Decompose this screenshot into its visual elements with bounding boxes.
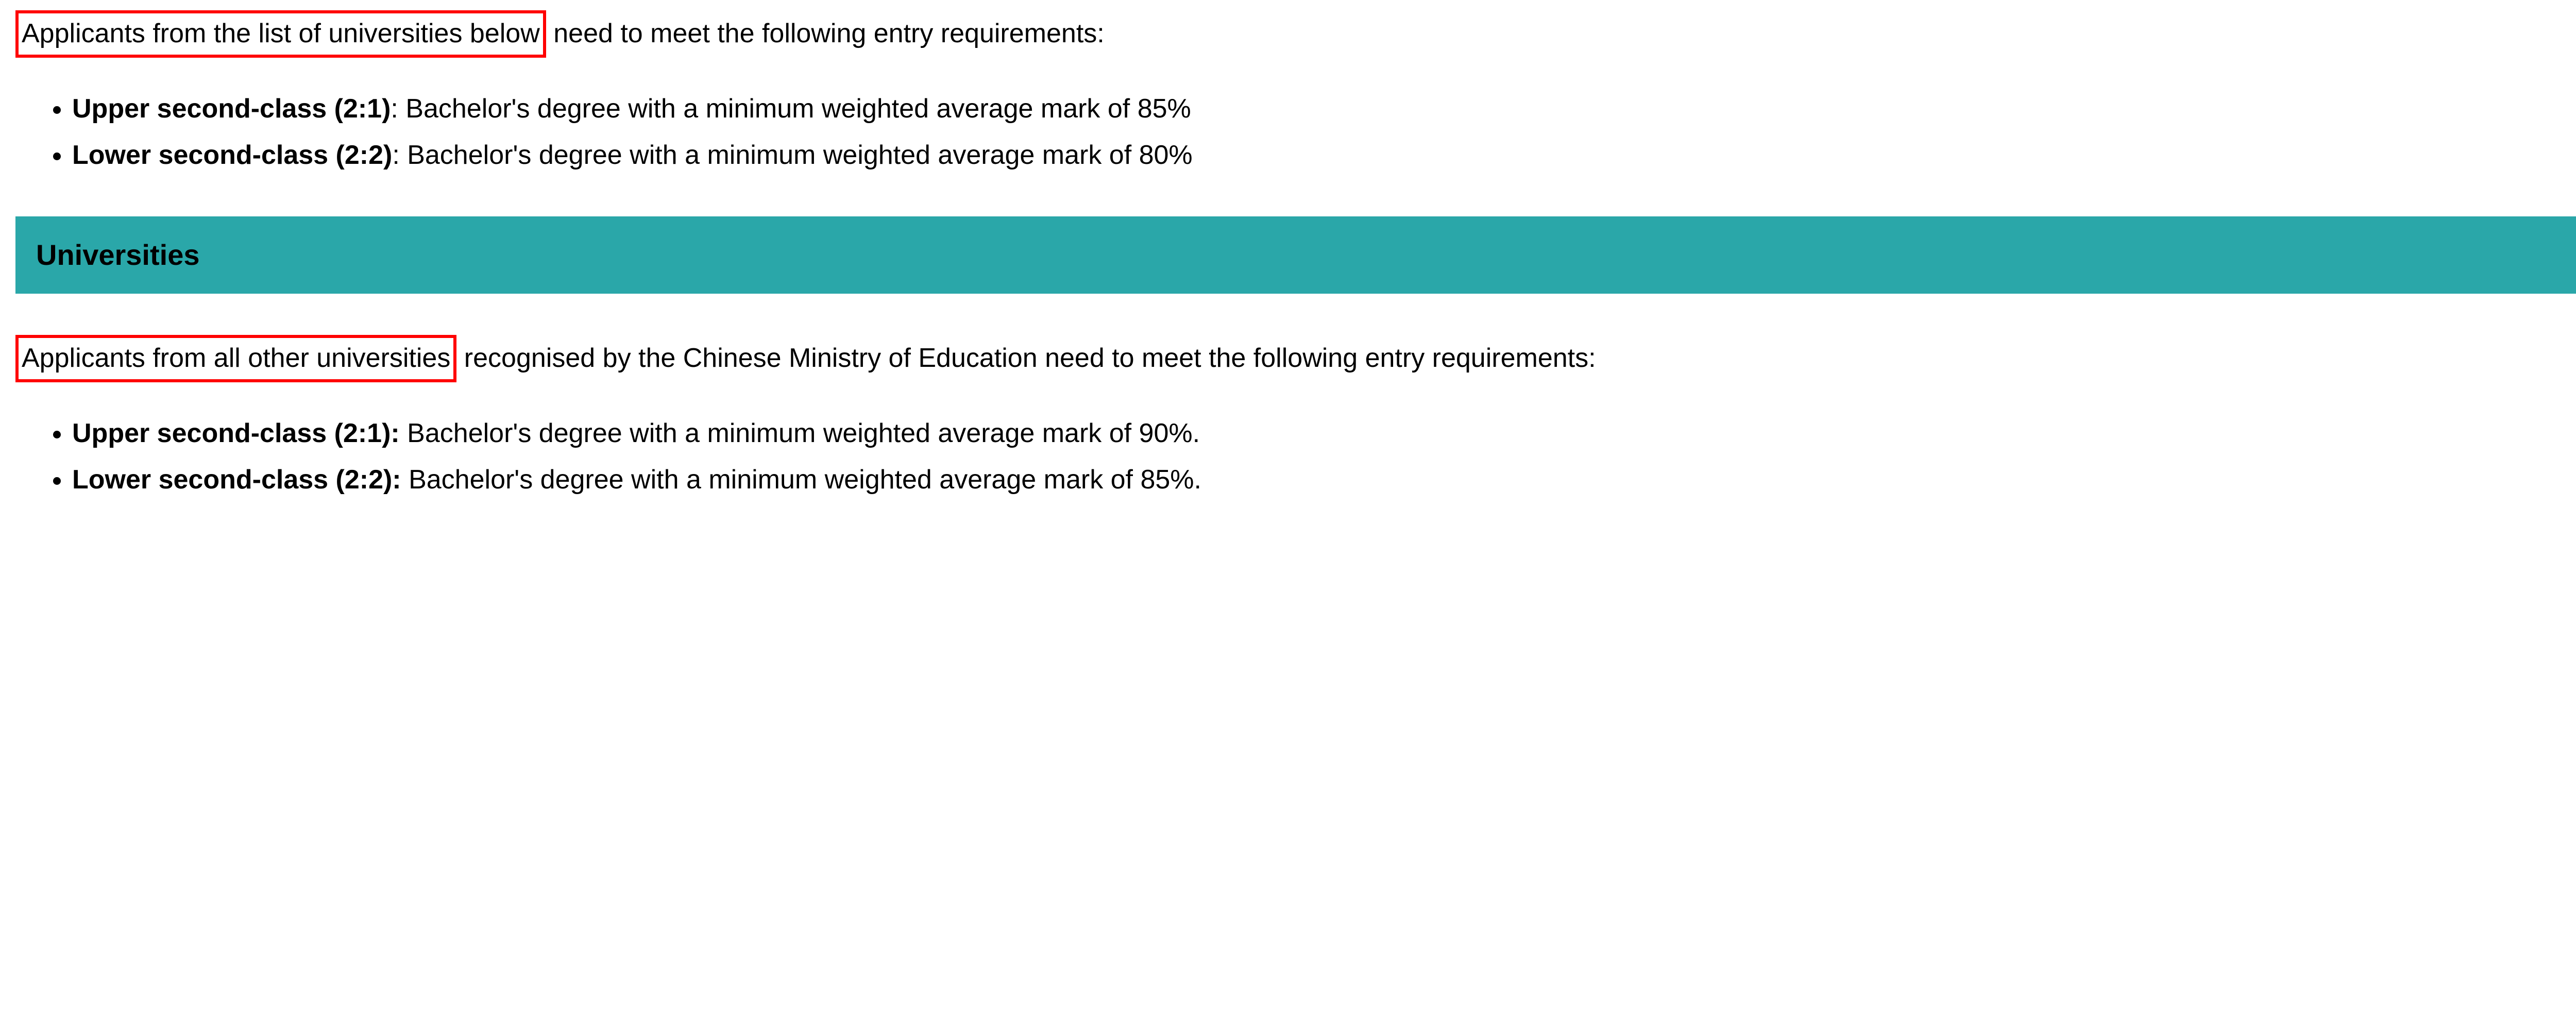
accordion-title: Universities bbox=[36, 233, 200, 277]
requirement-text: Bachelor's degree with a minimum weighte… bbox=[400, 418, 1200, 448]
requirement-label: Upper second-class (2:1): bbox=[72, 418, 400, 448]
list-item: Upper second-class (2:1): Bachelor's deg… bbox=[72, 89, 2576, 129]
section1-requirements-list: Upper second-class (2:1): Bachelor's deg… bbox=[15, 89, 2576, 175]
requirement-label: Upper second-class (2:1) bbox=[72, 94, 391, 124]
requirement-label: Lower second-class (2:2): bbox=[72, 465, 401, 495]
section1-intro-highlight: Applicants from the list of universities… bbox=[15, 10, 546, 58]
requirement-label: Lower second-class (2:2) bbox=[72, 140, 392, 170]
requirement-text: : Bachelor's degree with a minimum weigh… bbox=[391, 94, 1191, 124]
section1-intro-rest: need to meet the following entry require… bbox=[546, 19, 1105, 48]
requirement-text: Bachelor's degree with a minimum weighte… bbox=[401, 465, 1201, 495]
section2-requirements-list: Upper second-class (2:1): Bachelor's deg… bbox=[15, 413, 2576, 500]
requirement-text: : Bachelor's degree with a minimum weigh… bbox=[392, 140, 1192, 170]
section2-intro: Applicants from all other universities r… bbox=[15, 335, 2576, 382]
list-item: Upper second-class (2:1): Bachelor's deg… bbox=[72, 413, 2576, 453]
list-item: Lower second-class (2:2): Bachelor's deg… bbox=[72, 460, 2576, 500]
universities-accordion[interactable]: Universities 这个点开就是list bbox=[15, 216, 2576, 294]
list-item: Lower second-class (2:2): Bachelor's deg… bbox=[72, 135, 2576, 175]
section2-intro-rest: recognised by the Chinese Ministry of Ed… bbox=[456, 343, 1596, 373]
section2-intro-highlight: Applicants from all other universities bbox=[15, 335, 456, 382]
section1-intro: Applicants from the list of universities… bbox=[15, 10, 2576, 58]
